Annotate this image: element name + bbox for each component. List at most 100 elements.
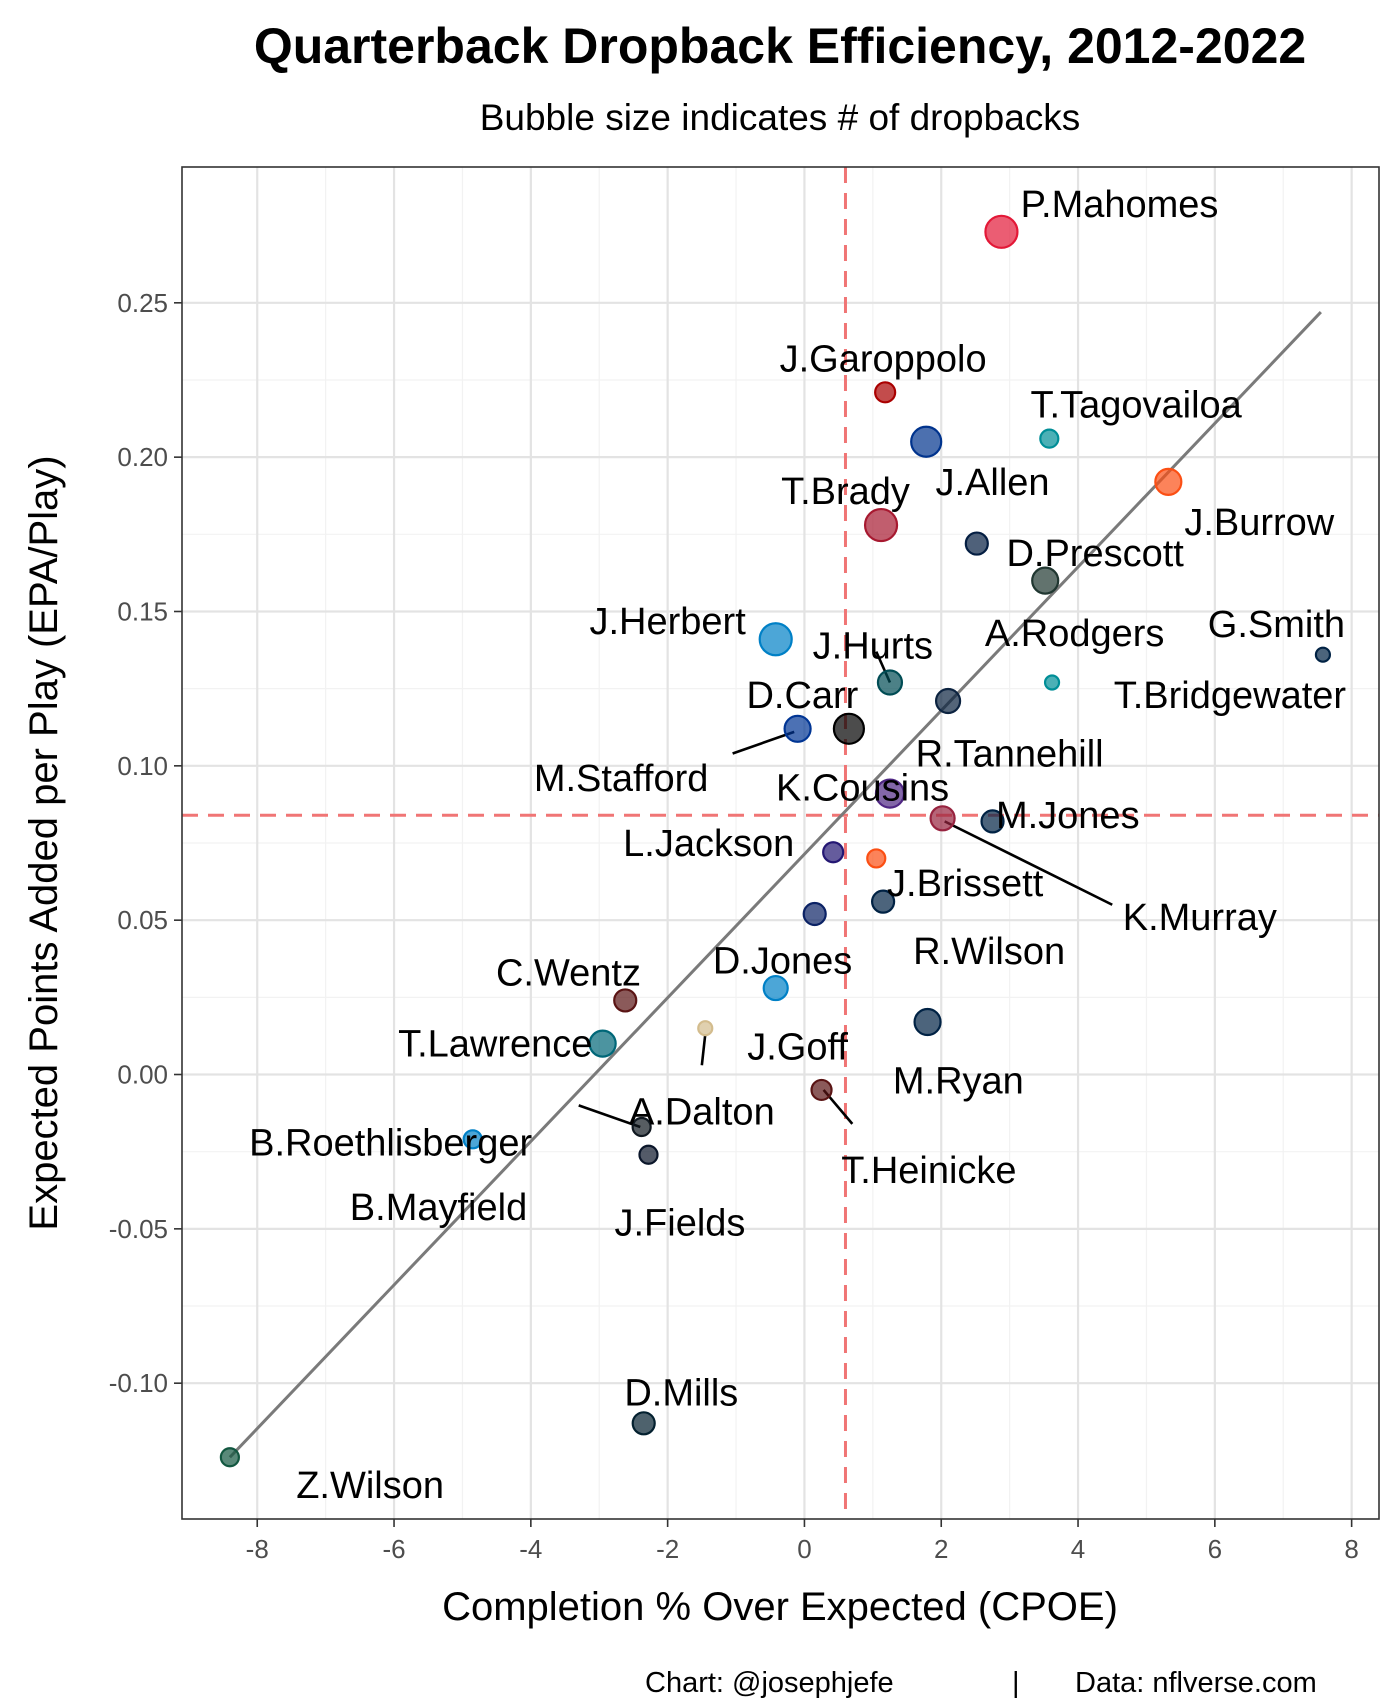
point-label: Z.Wilson xyxy=(296,1465,444,1507)
data-point xyxy=(638,1144,659,1165)
data-point xyxy=(219,1447,240,1468)
y-tick-label: 0.00 xyxy=(117,1060,168,1090)
y-tick-label: 0.25 xyxy=(117,288,168,318)
data-point xyxy=(588,1029,617,1058)
data-point xyxy=(910,425,943,458)
y-tick-label: 0.05 xyxy=(117,905,168,935)
data-point xyxy=(613,988,638,1013)
point-label: J.Allen xyxy=(936,462,1050,504)
data-point xyxy=(934,687,962,715)
x-tick-label: -8 xyxy=(246,1534,269,1564)
point-label: M.Ryan xyxy=(893,1061,1024,1103)
point-label: B.Mayfield xyxy=(350,1187,527,1229)
point-label: M.Stafford xyxy=(534,758,709,800)
point-label: J.Hurts xyxy=(813,625,933,667)
y-tick-label: 0.15 xyxy=(117,596,168,626)
data-point xyxy=(462,1129,483,1150)
trend-line xyxy=(228,311,1322,1459)
data-point xyxy=(984,214,1019,249)
x-axis-ticks: -8 -6 -4 -2 0 2 4 6 8 xyxy=(246,1519,1359,1564)
point-label: D.Mills xyxy=(624,1372,738,1414)
point-label: A.Dalton xyxy=(629,1092,775,1134)
data-point xyxy=(822,841,845,864)
y-tick-label: 0.20 xyxy=(117,442,168,472)
data-point xyxy=(866,848,887,869)
point-label: R.Tannehill xyxy=(916,733,1104,775)
data-point xyxy=(1314,646,1332,663)
point-label: M.Jones xyxy=(996,795,1140,837)
x-tick-label: 6 xyxy=(1208,1534,1222,1564)
regression-line xyxy=(228,311,1322,1459)
x-tick-label: -2 xyxy=(656,1534,679,1564)
y-axis-ticks: -0.10 -0.05 0.00 0.05 0.10 0.15 0.20 0.25 xyxy=(109,288,182,1398)
point-label: A.Rodgers xyxy=(985,613,1165,655)
data-point xyxy=(929,805,956,832)
x-tick-label: 0 xyxy=(797,1534,811,1564)
point-label: K.Murray xyxy=(1123,897,1277,939)
data-point xyxy=(762,974,789,1002)
x-tick-label: -4 xyxy=(519,1534,542,1564)
point-label: G.Smith xyxy=(1208,604,1345,646)
data-point xyxy=(810,1078,833,1102)
point-label: D.Prescott xyxy=(1006,533,1184,575)
data-point xyxy=(874,778,906,809)
data-point xyxy=(802,901,827,927)
point-label: D.Carr xyxy=(746,675,858,717)
point-labels: P.Mahomes J.Garoppolo T.Tagovailoa J.Allen T… xyxy=(249,184,1346,1507)
point-label: D.Jones xyxy=(713,940,852,982)
data-point xyxy=(980,809,1005,834)
leader-line xyxy=(944,820,1113,906)
chart-subtitle: Bubble size indicates # of dropbacks xyxy=(480,97,1081,138)
point-label: J.Brissett xyxy=(887,863,1044,905)
point-label: R.Wilson xyxy=(913,931,1065,973)
point-label: J.Garoppolo xyxy=(780,338,987,380)
leader-lines xyxy=(578,651,1113,1129)
data-point xyxy=(913,1007,942,1037)
data-points xyxy=(219,214,1332,1468)
point-label: T.Heinicke xyxy=(841,1150,1016,1192)
plot-border xyxy=(181,166,1380,1520)
data-point xyxy=(870,889,896,914)
point-label: C.Wentz xyxy=(496,953,641,995)
point-label: J.Fields xyxy=(614,1203,745,1245)
grid-lines xyxy=(182,167,1379,1519)
x-tick-label: 8 xyxy=(1344,1534,1358,1564)
point-label: T.Tagovailoa xyxy=(1031,385,1243,427)
data-point xyxy=(863,507,899,543)
data-point xyxy=(631,1116,652,1138)
data-point xyxy=(783,714,812,743)
data-point xyxy=(631,1411,656,1436)
data-point xyxy=(697,1020,714,1037)
data-point xyxy=(1031,566,1060,595)
data-point xyxy=(1154,467,1183,496)
leader-line xyxy=(578,1104,641,1129)
caption-separator: | xyxy=(1012,1667,1020,1699)
x-tick-label: 4 xyxy=(1071,1534,1085,1564)
point-label: B.Roethlisberger xyxy=(249,1122,532,1164)
y-tick-label: -0.10 xyxy=(109,1368,168,1398)
point-label: J.Burrow xyxy=(1184,502,1334,544)
point-label: K.Cousins xyxy=(776,767,949,809)
point-label: J.Herbert xyxy=(589,601,746,643)
chart-title: Quarterback Dropback Efficiency, 2012-20… xyxy=(254,18,1306,74)
caption-credit: Chart: @josephjefe xyxy=(645,1667,894,1699)
y-tick-label: 0.10 xyxy=(117,751,168,781)
x-tick-label: 2 xyxy=(934,1534,948,1564)
x-tick-label: -6 xyxy=(382,1534,405,1564)
caption-data-source: Data: nflverse.com xyxy=(1075,1667,1317,1699)
y-axis-title: Expected Points Added per Play (EPA/Play… xyxy=(22,455,66,1230)
point-label: L.Jackson xyxy=(623,823,794,865)
point-label: T.Brady xyxy=(781,471,910,513)
x-axis-title: Completion % Over Expected (CPOE) xyxy=(442,1585,1118,1629)
data-point xyxy=(1039,428,1060,449)
data-point xyxy=(758,622,793,657)
point-label: P.Mahomes xyxy=(1021,184,1219,226)
plot-panel: P.Mahomes J.Garoppolo T.Tagovailoa J.Allen T… xyxy=(181,166,1380,1520)
point-label: J.Goff xyxy=(747,1027,848,1069)
reference-lines xyxy=(182,167,1379,1519)
point-label: T.Lawrence xyxy=(398,1024,592,1066)
data-point xyxy=(832,712,866,745)
point-label: T.Bridgewater xyxy=(1114,675,1347,717)
data-point xyxy=(964,531,989,556)
